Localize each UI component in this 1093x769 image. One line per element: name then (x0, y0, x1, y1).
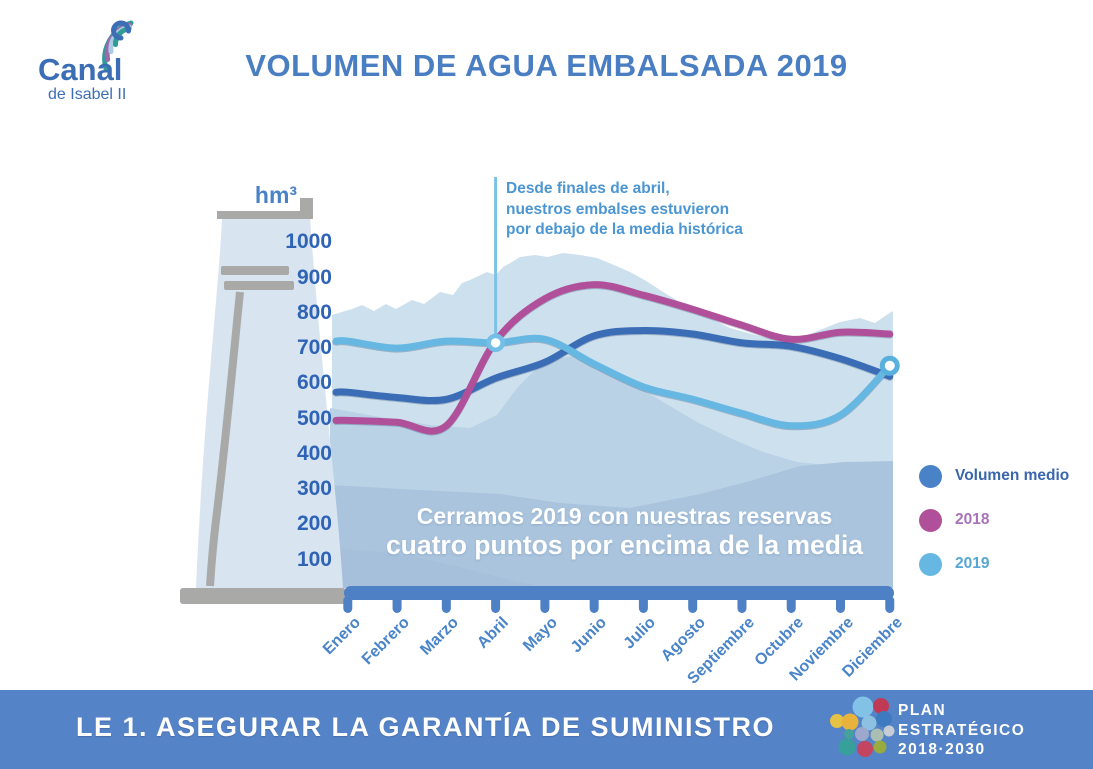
x-axis-tick (491, 596, 501, 613)
closing-message-line-2: cuatro puntos por encima de la media (385, 530, 864, 560)
dam-illustration (180, 198, 346, 604)
y-axis-label: 400 (296, 441, 332, 465)
x-axis-tick (343, 596, 353, 613)
dam-body (196, 218, 343, 588)
landscape-background (330, 253, 893, 588)
canal-logo: Canal de Isabel II (36, 14, 166, 109)
x-axis-tick (688, 596, 698, 613)
plan-estrategico-logo: PLAN ESTRATÉGICO 2018·2030 (828, 692, 1078, 767)
april-marker (486, 333, 505, 353)
x-axis-bar (344, 586, 894, 600)
plan-logo-bubbles-icon (830, 696, 895, 757)
legend-item: Volumen medio (919, 464, 1069, 488)
canal-logo-arcs-icon (102, 20, 134, 72)
y-axis-label: 300 (296, 477, 332, 501)
series-line-2018 (332, 281, 894, 435)
x-axis-tick (441, 596, 451, 613)
legend-label: 2018 (955, 511, 990, 528)
x-axis-tick (885, 596, 895, 613)
closing-message-line-1: Cerramos 2019 con nuestras reservas (416, 503, 833, 529)
x-axis (343, 586, 895, 613)
x-axis-tick (786, 596, 796, 613)
dam-crest (217, 198, 313, 219)
plan-logo-line-2: ESTRATÉGICO (898, 721, 1026, 739)
x-axis-tick (392, 596, 402, 613)
plan-logo-text: PLAN ESTRATÉGICO 2018·2030 (898, 701, 1025, 760)
y-axis-unit: hm³ (254, 182, 298, 208)
chart-lines (332, 281, 894, 435)
series-line-volumen-medio (332, 326, 894, 405)
y-axis-label: 500 (296, 406, 332, 430)
legend-dot-icon (919, 464, 942, 488)
plan-logo-line-1: PLAN (898, 702, 947, 719)
dam-gauge-bar-top (221, 266, 289, 275)
y-axis-label: 1000 (285, 230, 332, 254)
y-axis-label: 700 (296, 336, 332, 360)
landscape-layer-shore (330, 548, 545, 588)
plan-logo-line-3: 2018·2030 (898, 741, 986, 758)
x-axis-tick (836, 596, 845, 613)
legend-label: 2019 (955, 555, 990, 572)
legend-dot-icon (919, 508, 942, 532)
december-marker (879, 355, 900, 376)
footer-band: LE 1. ASEGURAR LA GARANTÍA DE SUMINISTRO… (0, 690, 1093, 769)
legend-label: Volumen medio (955, 467, 1070, 484)
y-axis-label: 100 (296, 547, 332, 571)
x-axis-tick (638, 596, 648, 613)
x-axis-tick (589, 596, 599, 613)
series-line-2019 (332, 334, 894, 430)
legend-item: 2019 (919, 552, 1069, 576)
legend-item: 2018 (919, 508, 1069, 532)
annotation-line-2: nuestros embalses estuvieron (506, 200, 730, 218)
landscape-layer-dark (330, 461, 893, 588)
y-axis-label: 900 (296, 265, 332, 289)
strategic-line-label: LE 1. ASEGURAR LA GARANTÍA DE SUMINISTRO (76, 712, 776, 742)
annotation-text: Desde finales de abril, nuestros embalse… (506, 179, 776, 241)
logo-title: Canal (38, 52, 123, 87)
dam-face-line (206, 291, 244, 587)
legend-dot-icon (919, 552, 942, 576)
closing-message: Cerramos 2019 con nuestras reservas cuat… (352, 502, 897, 561)
page-title: VOLUMEN DE AGUA EMBALSADA 2019 (245, 48, 848, 83)
dam-gauge-bar-bottom (224, 281, 294, 290)
y-axis-label: 200 (296, 512, 332, 536)
legend: Volumen medio 2018 2019 (919, 464, 1069, 596)
x-axis-tick (737, 596, 747, 613)
ground-bar (180, 588, 346, 604)
x-axis-tick (540, 596, 550, 613)
y-axis-label: 800 (296, 300, 332, 324)
logo-subtitle: de Isabel II (48, 86, 127, 103)
annotation-line-1: Desde finales de abril, (506, 180, 670, 197)
y-axis-label: 600 (296, 371, 332, 395)
annotation-line-3: por debajo de la media histórica (506, 221, 743, 238)
chart-markers (486, 333, 900, 376)
